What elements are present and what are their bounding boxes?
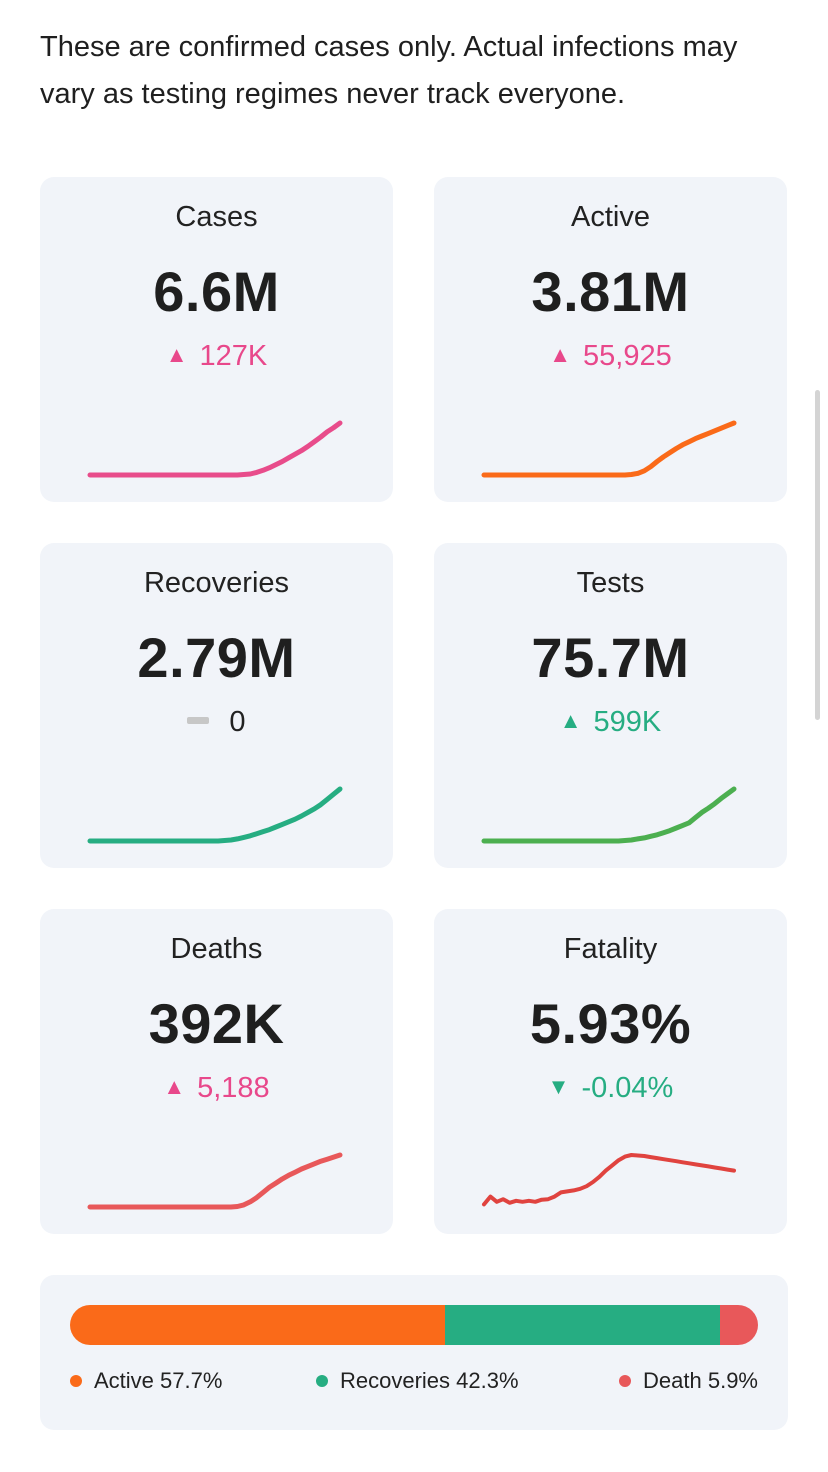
stat-delta-value: 5,188 (197, 1072, 270, 1104)
stat-value: 6.6M (153, 260, 280, 323)
legend-dot (316, 1375, 328, 1387)
arrow-up-icon: ▲ (165, 342, 188, 367)
arrow-up-icon: ▲ (559, 708, 582, 733)
stat-value: 2.79M (137, 626, 296, 689)
sparkline-chart (481, 786, 737, 844)
stat-label: Tests (576, 567, 645, 599)
stat-card-recoveries[interactable]: Recoveries 2.79M 0 (40, 543, 393, 868)
stat-delta-value: 127K (199, 340, 268, 372)
stat-value: 392K (148, 992, 285, 1055)
legend-dot (70, 1375, 82, 1387)
stat-delta: ▼ -0.04% (434, 1072, 787, 1105)
no-change-icon (187, 717, 210, 724)
stat-card-tests[interactable]: Tests 75.7M ▲ 599K (434, 543, 787, 868)
intro-text: These are confirmed cases only. Actual i… (40, 31, 738, 110)
distribution-summary: Active 57.7% Recoveries 42.3% Death 5.9% (40, 1275, 788, 1430)
stat-delta: ▲ 127K (40, 340, 393, 373)
sparkline-path (481, 420, 737, 478)
legend-item-active: Active 57.7% (70, 1368, 222, 1394)
stat-label: Deaths (170, 933, 263, 965)
stat-label: Fatality (563, 933, 658, 965)
arrow-down-icon: ▼ (547, 1074, 570, 1099)
sparkline-path (87, 786, 343, 844)
stat-card-cases[interactable]: Cases 6.6M ▲ 127K (40, 177, 393, 502)
legend-label: Recoveries 42.3% (340, 1368, 519, 1393)
sparkline-path (87, 420, 343, 478)
stat-delta: ▲ 5,188 (40, 1072, 393, 1105)
stat-delta-value: 599K (593, 706, 662, 738)
stat-delta-value: -0.04% (581, 1072, 674, 1104)
sparkline-path (481, 786, 737, 844)
legend-label: Death 5.9% (643, 1368, 758, 1393)
stat-value: 3.81M (531, 260, 690, 323)
stat-card-deaths[interactable]: Deaths 392K ▲ 5,188 (40, 909, 393, 1234)
stat-value: 75.7M (531, 626, 690, 689)
sparkline-path (482, 1153, 736, 1207)
stat-delta-value: 55,925 (583, 340, 672, 372)
sparkline-chart (87, 420, 343, 478)
distribution-bar (70, 1305, 758, 1345)
legend-label: Active 57.7% (94, 1368, 223, 1393)
sparkline-chart (87, 1152, 343, 1210)
stat-delta-value: 0 (229, 706, 246, 738)
segment-recoveries (444, 1305, 720, 1345)
stat-label: Active (571, 201, 650, 233)
distribution-legend: Active 57.7% Recoveries 42.3% Death 5.9% (70, 1368, 758, 1398)
stat-delta: ▲ 55,925 (434, 340, 787, 373)
segment-death (719, 1305, 758, 1345)
stat-label: Cases (175, 201, 258, 233)
stat-card-active[interactable]: Active 3.81M ▲ 55,925 (434, 177, 787, 502)
stat-card-fatality[interactable]: Fatality 5.93% ▼ -0.04% (434, 909, 787, 1234)
stat-label: Recoveries (143, 567, 290, 599)
legend-dot (619, 1375, 632, 1387)
sparkline-path (87, 1152, 343, 1210)
stat-delta: ▲ 599K (434, 706, 787, 739)
sparkline-chart (482, 1153, 736, 1207)
segment-active (70, 1305, 445, 1345)
stat-value: 5.93% (529, 992, 692, 1055)
legend-item-death: Death 5.9% (619, 1368, 758, 1394)
arrow-up-icon: ▲ (549, 342, 572, 367)
legend-item-recoveries: Recoveries 42.3% (316, 1368, 519, 1394)
scrollbar[interactable] (815, 390, 820, 720)
stat-delta: 0 (40, 706, 393, 739)
arrow-up-icon: ▲ (163, 1074, 186, 1099)
sparkline-chart (481, 420, 737, 478)
sparkline-chart (87, 786, 343, 844)
